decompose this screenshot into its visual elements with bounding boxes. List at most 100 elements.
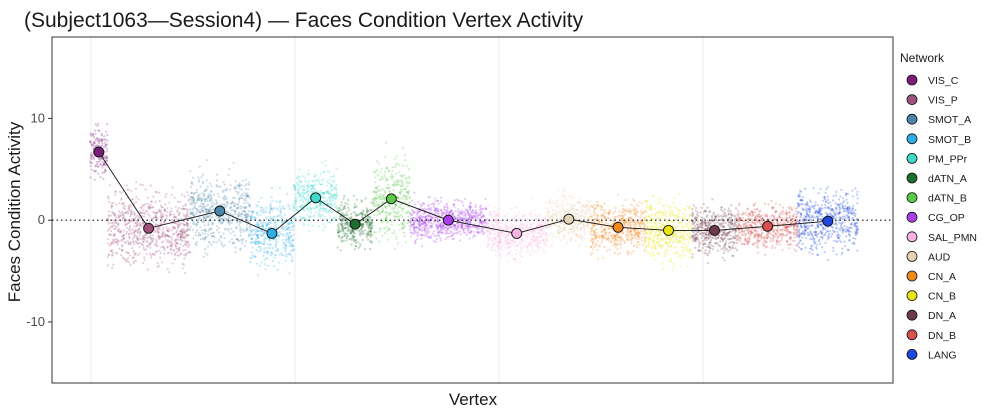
vertex-point xyxy=(632,198,635,201)
vertex-point xyxy=(111,251,114,254)
vertex-point xyxy=(474,217,477,220)
vertex-point xyxy=(129,211,132,214)
vertex-point xyxy=(372,170,376,173)
vertex-point xyxy=(496,247,500,250)
vertex-point xyxy=(381,195,385,198)
vertex-point xyxy=(195,241,198,244)
vertex-point xyxy=(239,194,242,197)
vertex-point xyxy=(380,206,383,209)
vertex-point xyxy=(597,236,601,239)
vertex-point xyxy=(170,244,173,247)
vertex-point xyxy=(448,235,451,238)
vertex-point xyxy=(231,200,234,203)
vertex-point xyxy=(467,221,470,224)
vertex-point xyxy=(322,223,325,226)
vertex-point xyxy=(288,231,291,234)
vertex-point xyxy=(247,210,250,213)
vertex-point xyxy=(590,229,594,232)
vertex-point xyxy=(124,224,127,227)
vertex-point xyxy=(100,140,103,143)
vertex-point xyxy=(104,130,108,133)
vertex-point xyxy=(296,192,299,195)
vertex-point xyxy=(193,206,196,209)
vertex-point xyxy=(195,222,198,225)
vertex-point xyxy=(532,236,535,239)
vertex-point xyxy=(492,216,495,219)
vertex-point xyxy=(225,187,228,190)
vertex-point xyxy=(162,226,165,229)
vertex-point xyxy=(104,170,107,173)
vertex-point xyxy=(151,206,154,209)
vertex-point xyxy=(134,240,137,243)
vertex-point xyxy=(211,208,214,211)
vertex-point xyxy=(205,208,208,211)
vertex-point xyxy=(612,244,615,247)
vertex-point xyxy=(387,238,390,241)
vertex-point xyxy=(296,205,299,208)
vertex-point xyxy=(266,264,269,267)
vertex-point xyxy=(404,241,407,244)
vertex-point xyxy=(97,129,100,132)
vertex-point xyxy=(308,172,311,175)
vertex-point xyxy=(128,235,131,238)
vertex-point xyxy=(503,246,506,249)
vertex-point xyxy=(538,213,541,216)
vertex-point xyxy=(361,238,364,242)
y-tick-label: 10 xyxy=(31,110,45,125)
vertex-point xyxy=(544,244,547,247)
vertex-point xyxy=(91,134,94,137)
vertex-point xyxy=(211,235,214,238)
vertex-point xyxy=(395,210,398,213)
vertex-point xyxy=(184,204,187,207)
vertex-point xyxy=(528,244,532,247)
vertex-point xyxy=(142,235,145,238)
vertex-point xyxy=(286,232,289,235)
vertex-point xyxy=(192,211,195,214)
vertex-point xyxy=(270,207,273,210)
vertex-point xyxy=(273,256,276,259)
vertex-point xyxy=(114,240,117,243)
vertex-point xyxy=(329,175,332,178)
vertex-point xyxy=(103,163,106,166)
vertex-point xyxy=(122,234,125,237)
vertex-point xyxy=(345,226,348,230)
vertex-point xyxy=(474,212,478,215)
vertex-point xyxy=(115,240,118,243)
vertex-point xyxy=(237,214,240,218)
vertex-point xyxy=(197,197,200,200)
vertex-point xyxy=(244,197,247,200)
vertex-point xyxy=(500,245,503,248)
vertex-point xyxy=(633,212,636,215)
vertex-point xyxy=(267,246,270,249)
vertex-point xyxy=(209,190,212,194)
vertex-point xyxy=(354,240,357,243)
vertex-point xyxy=(376,189,379,192)
vertex-point xyxy=(93,170,96,173)
vertex-point xyxy=(430,237,433,240)
vertex-point xyxy=(158,231,161,234)
vertex-point xyxy=(204,200,207,203)
vertex-point xyxy=(242,194,245,197)
vertex-point xyxy=(329,186,332,189)
vertex-point xyxy=(178,211,181,214)
vertex-point xyxy=(173,196,176,199)
vertex-point xyxy=(164,235,167,238)
vertex-point xyxy=(106,156,109,159)
vertex-point xyxy=(119,212,122,215)
vertex-point xyxy=(179,238,182,241)
vertex-point xyxy=(99,159,102,162)
vertex-point xyxy=(106,238,110,241)
vertex-point xyxy=(578,215,581,218)
vertex-point xyxy=(235,206,238,210)
vertex-point xyxy=(472,218,476,221)
vertex-point xyxy=(147,206,150,209)
vertex-point xyxy=(240,212,243,215)
vertex-point xyxy=(146,245,149,248)
vertex-point xyxy=(281,239,284,242)
vertex-point xyxy=(479,221,482,225)
vertex-point xyxy=(212,231,215,234)
vertex-point xyxy=(586,216,590,219)
vertex-point xyxy=(432,205,435,208)
vertex-point xyxy=(141,204,144,207)
vertex-point xyxy=(120,239,123,242)
